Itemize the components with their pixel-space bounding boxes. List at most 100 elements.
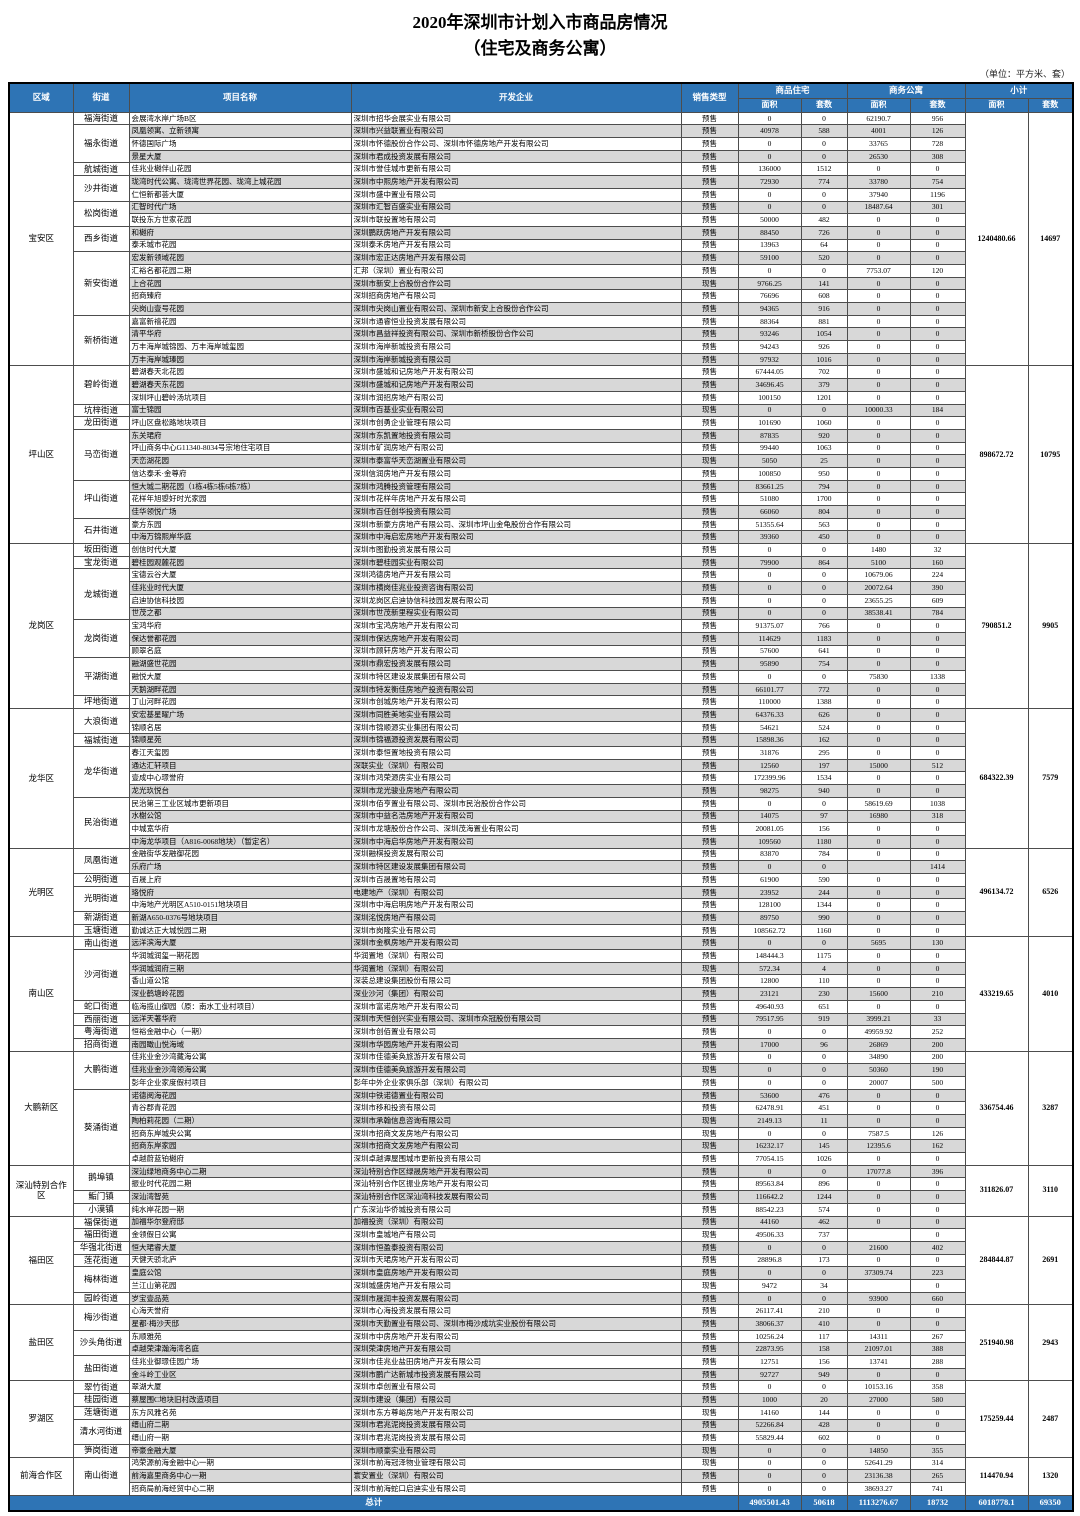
cell-sale-type: 预售 [680,644,739,659]
col-header-sum-units: 套数 [1027,97,1074,113]
cell-res-units: 0 [800,1291,848,1306]
cell-street: 梅林街道 [72,1266,130,1293]
cell-apt-units: 0 [909,708,966,722]
cell-street: 马峦街道 [72,428,130,481]
table-row: 中海地产光明区A510-0151地块项目 深圳市中海启明房地产开发有限公司 预售 12… [9,898,1073,912]
cell-project: 丁山河畔花园 [128,695,352,709]
cell-developer: 深圳市前海蛇口启迪实业有限公司 [350,1481,682,1496]
cell-res-units: 428 [800,1418,848,1433]
cell-sale-type: 预售 [680,1367,739,1382]
cell-apt-area: 0 [846,644,911,659]
cell-project: 碧湖春天东花园 [128,378,352,392]
cell-developer: 深圳市中海启华房地产开发有限公司 [350,834,682,849]
cell-res-units: 462 [800,1215,848,1230]
cell-developer: 深圳市新安上合股份合作公司 [350,276,682,291]
table-row: 陶柏莉花园（二期） 深圳市承翰信息咨询有限公司 现售 2149.13 11 0 0 [9,1114,1073,1128]
cell-apt-area: 0 [846,923,911,938]
cell-project: 壹成中心璟誉府 [128,771,352,786]
cell-res-units: 1016 [800,352,848,367]
cell-apt-units: 301 [909,200,966,215]
cell-res-units: 1175 [800,949,848,963]
cell-sale-type: 预售 [680,1088,739,1103]
cell-apt-area: 33765 [846,137,911,151]
cell-res-units: 0 [800,187,848,202]
cell-apt-units: 0 [909,213,966,227]
cell-district: 光明区 [8,847,74,938]
cell-street: 龙城街道 [72,568,130,621]
cell-apt-area: 0 [846,505,911,519]
cell-res-units: 1183 [800,631,848,646]
cell-subtotal-area: 284844.87 [964,1215,1029,1306]
cell-res-units: 1054 [800,327,848,342]
cell-project: 佳兆业御璟佳园广场 [128,1355,352,1369]
cell-res-units: 0 [800,1025,848,1039]
cell-developer: 深圳市鸿腾投资管理有限公司 [350,479,682,494]
cell-res-units: 244 [800,885,848,900]
cell-res-units: 588 [800,124,848,139]
cell-apt-area: 18487.64 [846,200,911,215]
cell-project: 新湖A650-0376号地块项目 [128,911,352,925]
cell-apt-units: 314 [909,1456,966,1471]
cell-developer: 深圳市世茂新里程实业有限公司 [350,606,682,621]
cell-sale-type: 预售 [680,1266,739,1280]
cell-project: 恒大城二期花园（1栋4栋5栋6栋7栋） [128,479,352,494]
table-row: 世茂之都 深圳市世茂新里程实业有限公司 预售 0 0 38538.41 784 [9,606,1073,621]
cell-sale-type: 现售 [680,276,739,291]
table-row: 沙头角街道 东顺雅苑 深圳市中房房地产开发有限公司 预售 10256.24 117 1431… [9,1329,1073,1357]
cell-developer: 深圳市招商文发房地产有限公司 [350,1126,682,1141]
cell-developer: 深圳市建设（集团）有限公司 [350,1393,682,1407]
cell-res-units: 173 [800,1253,848,1268]
cell-project: 百晟上府 [128,872,352,887]
cell-res-units: 158 [800,1342,848,1357]
cell-apt-area: 17077.8 [846,1164,911,1179]
cell-street: 宝龙街道 [72,555,130,570]
cell-developer: 深圳招商房地产有限公司 [350,289,682,303]
cell-res-area: 98275 [737,784,802,798]
cell-subtotal-units: 3287 [1027,1050,1074,1166]
cell-res-units: 0 [800,1240,848,1255]
cell-apt-area: 0 [846,1304,911,1318]
cell-project: 蔡屋围C地块旧村改造项目 [128,1393,352,1407]
cell-developer: 深汕特别合作区振业房地产开发有限公司 [350,1177,682,1192]
table-row: 宝龙街道 碧桂园观麓花园 深圳市碧桂园实业有限公司 预售 79900 864 5100 160 [9,555,1073,570]
cell-sale-type: 预售 [680,581,739,595]
cell-res-area: 13963 [737,238,802,253]
cell-street: 碧岭街道 [72,365,130,405]
cell-apt-units: 0 [909,340,966,354]
cell-apt-area: 0 [846,657,911,671]
cell-res-area: 15898.36 [737,733,802,748]
cell-res-area: 0 [737,1025,802,1039]
cell-apt-units: 267 [909,1329,966,1344]
cell-project: 中海万锦熙岸华庭 [128,530,352,545]
cell-apt-area: 0 [846,289,911,303]
cell-res-units: 0 [800,200,848,215]
cell-res-area: 94243 [737,340,802,354]
cell-res-area: 0 [737,1240,802,1255]
cell-sale-type: 预售 [680,847,739,862]
col-header-res-area: 面积 [737,97,802,113]
cell-developer: 深圳市润招房地产有限公司 [350,390,682,405]
cell-apt-units: 1038 [909,796,966,811]
cell-res-area: 53600 [737,1088,802,1103]
cell-project: 陶柏莉花园（二期） [128,1114,352,1128]
cell-apt-area: 93900 [846,1291,911,1306]
cell-res-area: 16232.17 [737,1139,802,1154]
table-row: 顾翠名庭 深圳市顾轩房地产开发有限公司 预售 57600 641 0 0 [9,644,1073,659]
cell-apt-area: 37940 [846,187,911,202]
cell-street: 龙华街道 [72,746,130,798]
cell-apt-units: 0 [909,1317,966,1331]
cell-sale-type: 预售 [680,593,739,608]
cell-res-units: 141 [800,276,848,291]
cell-street: 鹅埠镇 [72,1164,130,1192]
col-header-subtotal: 小计 [964,82,1074,99]
cell-apt-area: 0 [846,378,911,392]
cell-apt-units: 0 [909,847,966,862]
cell-sale-type: 现售 [680,1456,739,1471]
cell-apt-area: 38538.41 [846,606,911,621]
cell-res-units: 451 [800,1101,848,1115]
cell-apt-units: 0 [909,365,966,380]
cell-res-area: 83870 [737,847,802,862]
table-row: 前海合作区 南山街道 鸿荣源前海金融中心一期 深圳市前海冠泽物业管理有限公司 现售 0 0 5… [8,1456,1074,1496]
cell-res-area: 0 [737,1481,802,1496]
cell-sale-type: 预售 [680,796,739,811]
